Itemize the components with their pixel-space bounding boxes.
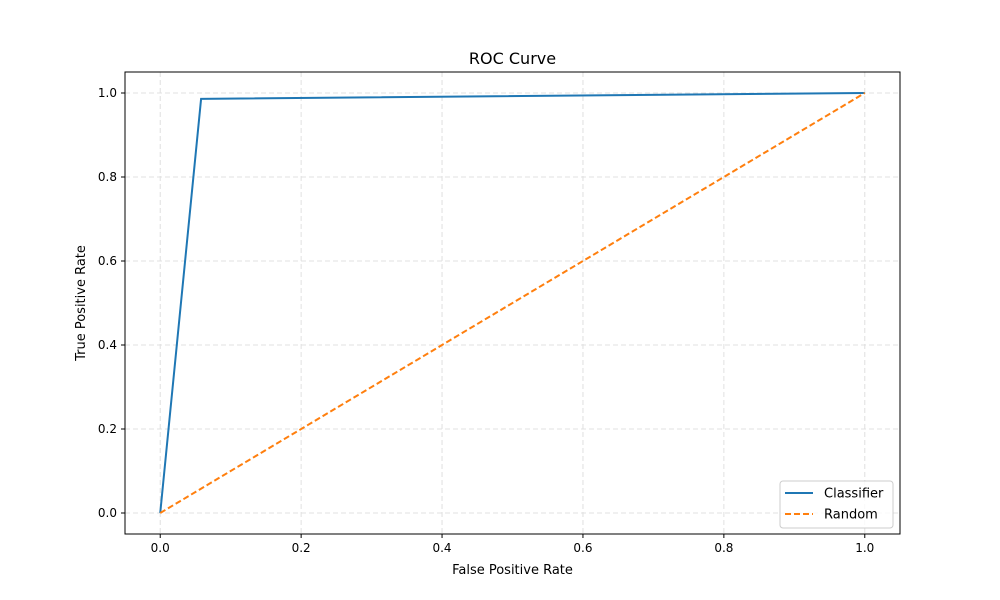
legend-label-random: Random (824, 508, 878, 523)
y-tick-label: 0.6 (98, 254, 117, 268)
y-tick-label: 0.0 (98, 506, 117, 520)
x-tick-label: 0.0 (151, 541, 170, 555)
chart-title: ROC Curve (469, 49, 556, 68)
x-tick-label: 1.0 (855, 541, 874, 555)
y-tick-label: 0.2 (98, 422, 117, 436)
x-tick-label: 0.2 (292, 541, 311, 555)
y-axis-label: True Positive Rate (74, 245, 89, 362)
plot-frame (124, 71, 901, 535)
legend-label-classifier: Classifier (824, 487, 884, 502)
series-line-random (159, 92, 866, 514)
x-tick-label: 0.8 (714, 541, 733, 555)
y-tick-label: 1.0 (98, 86, 117, 100)
y-tick-label: 0.4 (98, 338, 117, 352)
y-tick-label: 0.8 (98, 170, 117, 184)
x-tick-label: 0.6 (573, 541, 592, 555)
x-tick-label: 0.4 (432, 541, 451, 555)
legend: Classifier Random (779, 480, 894, 529)
series-line-classifier (159, 92, 865, 514)
x-axis-label: False Positive Rate (452, 563, 573, 578)
